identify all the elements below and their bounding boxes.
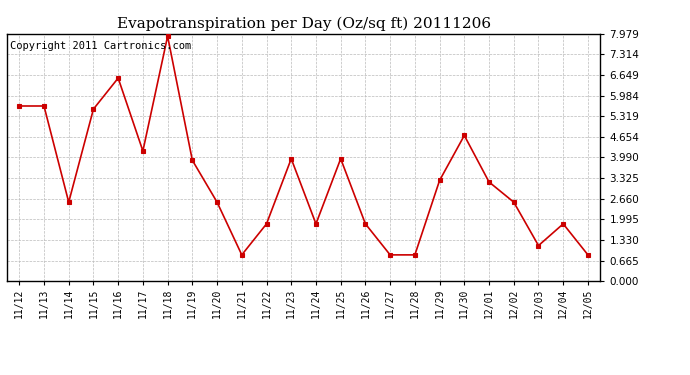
Title: Evapotranspiration per Day (Oz/sq ft) 20111206: Evapotranspiration per Day (Oz/sq ft) 20…: [117, 17, 491, 31]
Text: Copyright 2011 Cartronics.com: Copyright 2011 Cartronics.com: [10, 41, 191, 51]
